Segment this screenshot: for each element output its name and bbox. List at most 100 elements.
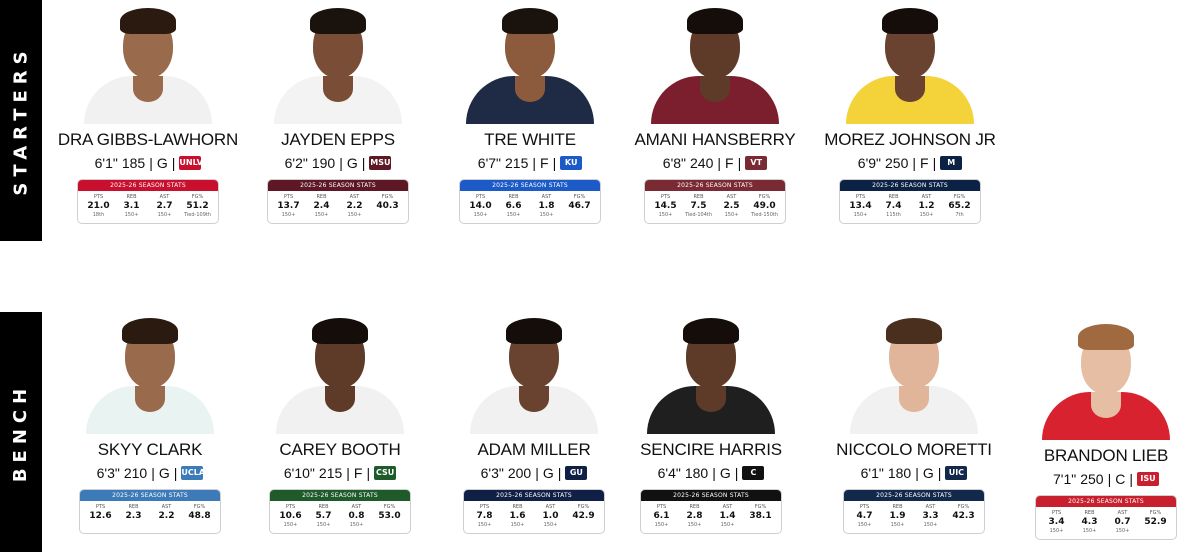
stat-label: FG% [193, 504, 206, 510]
season-stats-values: PTS 13.7 150+ REB 2.4 150+ AST 2.2 150+ FG% 40.3 [268, 191, 408, 223]
player-weight: 215 [318, 465, 343, 481]
stat-cell: FG% 46.7 [566, 194, 594, 219]
player-height: 6'3" [96, 465, 120, 481]
stat-value: 51.2 [186, 201, 209, 211]
player-height: 6'3" [480, 465, 504, 481]
season-stats-header: 2025-26 SEASON STATS [645, 180, 785, 191]
bench-label: BENCH [10, 382, 32, 482]
stat-rank: Tied-109th [183, 212, 212, 218]
player-name: MOREZ JOHNSON JR [824, 130, 996, 149]
player-hair [882, 8, 938, 34]
stat-cell: AST 1.2 150+ [913, 194, 941, 219]
stat-label: REB [318, 504, 329, 510]
player-position: G [542, 465, 554, 481]
stat-label: AST [159, 194, 170, 200]
stat-value: 3.1 [123, 201, 140, 211]
stat-value: 2.2 [346, 201, 363, 211]
stat-label: REB [888, 194, 899, 200]
player-position: F [353, 465, 363, 481]
stat-rank: Tied-104th [684, 212, 713, 218]
player-name: SENCIRE HARRIS [640, 440, 782, 459]
stat-rank: 150+ [283, 522, 298, 528]
stat-rank: 150+ [543, 522, 558, 528]
stat-value: 2.2 [158, 511, 175, 521]
stat-label: AST [1117, 510, 1128, 516]
player-hair [683, 318, 739, 344]
school-logo: VT [745, 156, 768, 170]
stat-label: PTS [93, 194, 104, 200]
player-measurements: 6'1" 180 | G | UIC [819, 465, 1009, 481]
player-card: NICCOLO MORETTI 6'1" 180 | G | UIC 2025-26 SEAS… [819, 314, 1009, 534]
school-logo: KU [560, 156, 583, 170]
player-measurements: 6'1" 185 | G | UNLV [53, 155, 243, 171]
season-stats-values: PTS 12.6 REB 2.3 AST 2.2 FG% 48.8 [80, 501, 220, 533]
school-logo: GU [565, 466, 588, 480]
stat-cell: FG% 52.9 [1142, 510, 1170, 535]
season-stats-header: 2025-26 SEASON STATS [270, 490, 410, 501]
separator: | [1129, 471, 1133, 487]
season-stats-box: 2025-26 SEASON STATS PTS 3.4 150+ REB 4.3 150+… [1035, 495, 1177, 540]
player-height: 6'1" [94, 155, 118, 171]
player-hair [886, 318, 942, 344]
stat-rank: 150+ [539, 212, 554, 218]
separator: | [932, 155, 937, 171]
stat-label: PTS [283, 194, 294, 200]
player-neck [899, 386, 929, 412]
player-card: JAYDEN EPPS 6'2" 190 | G | MSU 2025-26 SEASON S… [243, 4, 433, 224]
player-name: DRA GIBBS-LAWHORN [57, 130, 239, 149]
stat-value: 2.7 [156, 201, 173, 211]
player-name: SKYY CLARK [97, 440, 203, 459]
stat-label: AST [161, 504, 172, 510]
stat-rank: 150+ [477, 522, 492, 528]
stat-cell: FG% 53.0 [376, 504, 404, 529]
player-weight: 200 [507, 465, 532, 481]
stat-cell: FG% 49.0 Tied-150th [751, 194, 779, 219]
season-stats-header: 2025-26 SEASON STATS [460, 180, 600, 191]
stat-rank: 150+ [890, 522, 905, 528]
player-name: BRANDON LIEB [1043, 446, 1169, 465]
stat-rank: 150+ [687, 522, 702, 528]
stat-rank: 7th [955, 212, 964, 218]
stat-label: AST [351, 504, 362, 510]
player-measurements: 6'3" 200 | G | GU [439, 465, 629, 481]
player-height: 6'9" [857, 155, 881, 171]
stat-value: 1.8 [538, 201, 555, 211]
separator: | [557, 465, 562, 481]
player-card: CAREY BOOTH 6'10" 215 | F | CSU 2025-26 SEASON … [245, 314, 435, 534]
stat-value: 2.3 [125, 511, 142, 521]
stat-cell: FG% 51.2 Tied-109th [184, 194, 212, 219]
stat-rank: 150+ [853, 212, 868, 218]
stat-cell: REB 6.6 150+ [500, 194, 528, 219]
player-name: AMANI HANSBERRY [634, 130, 796, 149]
stat-value: 42.9 [572, 511, 595, 521]
separator: | [535, 465, 539, 481]
stat-cell: PTS 21.0 18th [85, 194, 113, 219]
stat-cell: REB 7.5 Tied-104th [685, 194, 713, 219]
stat-label: PTS [475, 194, 486, 200]
stat-value: 0.7 [1114, 517, 1131, 527]
player-neck [700, 76, 730, 102]
player-position: G [922, 465, 934, 481]
season-stats-box: 2025-26 SEASON STATS PTS 14.5 150+ REB 7.5 Tie… [644, 179, 786, 224]
stat-label: FG% [191, 194, 204, 200]
stat-rank: 150+ [1049, 528, 1064, 534]
stat-value: 3.3 [922, 511, 939, 521]
stat-value: 7.4 [885, 201, 902, 211]
season-stats-header: 2025-26 SEASON STATS [1036, 496, 1176, 507]
player-position: C [1115, 471, 1126, 487]
season-stats-box: 2025-26 SEASON STATS PTS 21.0 18th REB 3.1 150… [77, 179, 219, 224]
stat-cell: PTS 12.6 [87, 504, 115, 529]
player-hair [687, 8, 743, 34]
season-stats-header: 2025-26 SEASON STATS [840, 180, 980, 191]
stat-cell: AST 1.8 150+ [533, 194, 561, 219]
player-position: F [920, 155, 929, 171]
stat-value: 1.6 [509, 511, 526, 521]
separator: | [149, 155, 153, 171]
player-card: SKYY CLARK 6'3" 210 | G | UCLA 2025-26 SEASON S… [55, 314, 245, 534]
stat-value: 14.0 [469, 201, 492, 211]
stat-rank: 150+ [316, 522, 331, 528]
stat-cell: PTS 13.4 150+ [847, 194, 875, 219]
separator: | [346, 465, 350, 481]
stat-cell: PTS 3.4 150+ [1043, 510, 1071, 535]
stat-label: PTS [479, 504, 490, 510]
